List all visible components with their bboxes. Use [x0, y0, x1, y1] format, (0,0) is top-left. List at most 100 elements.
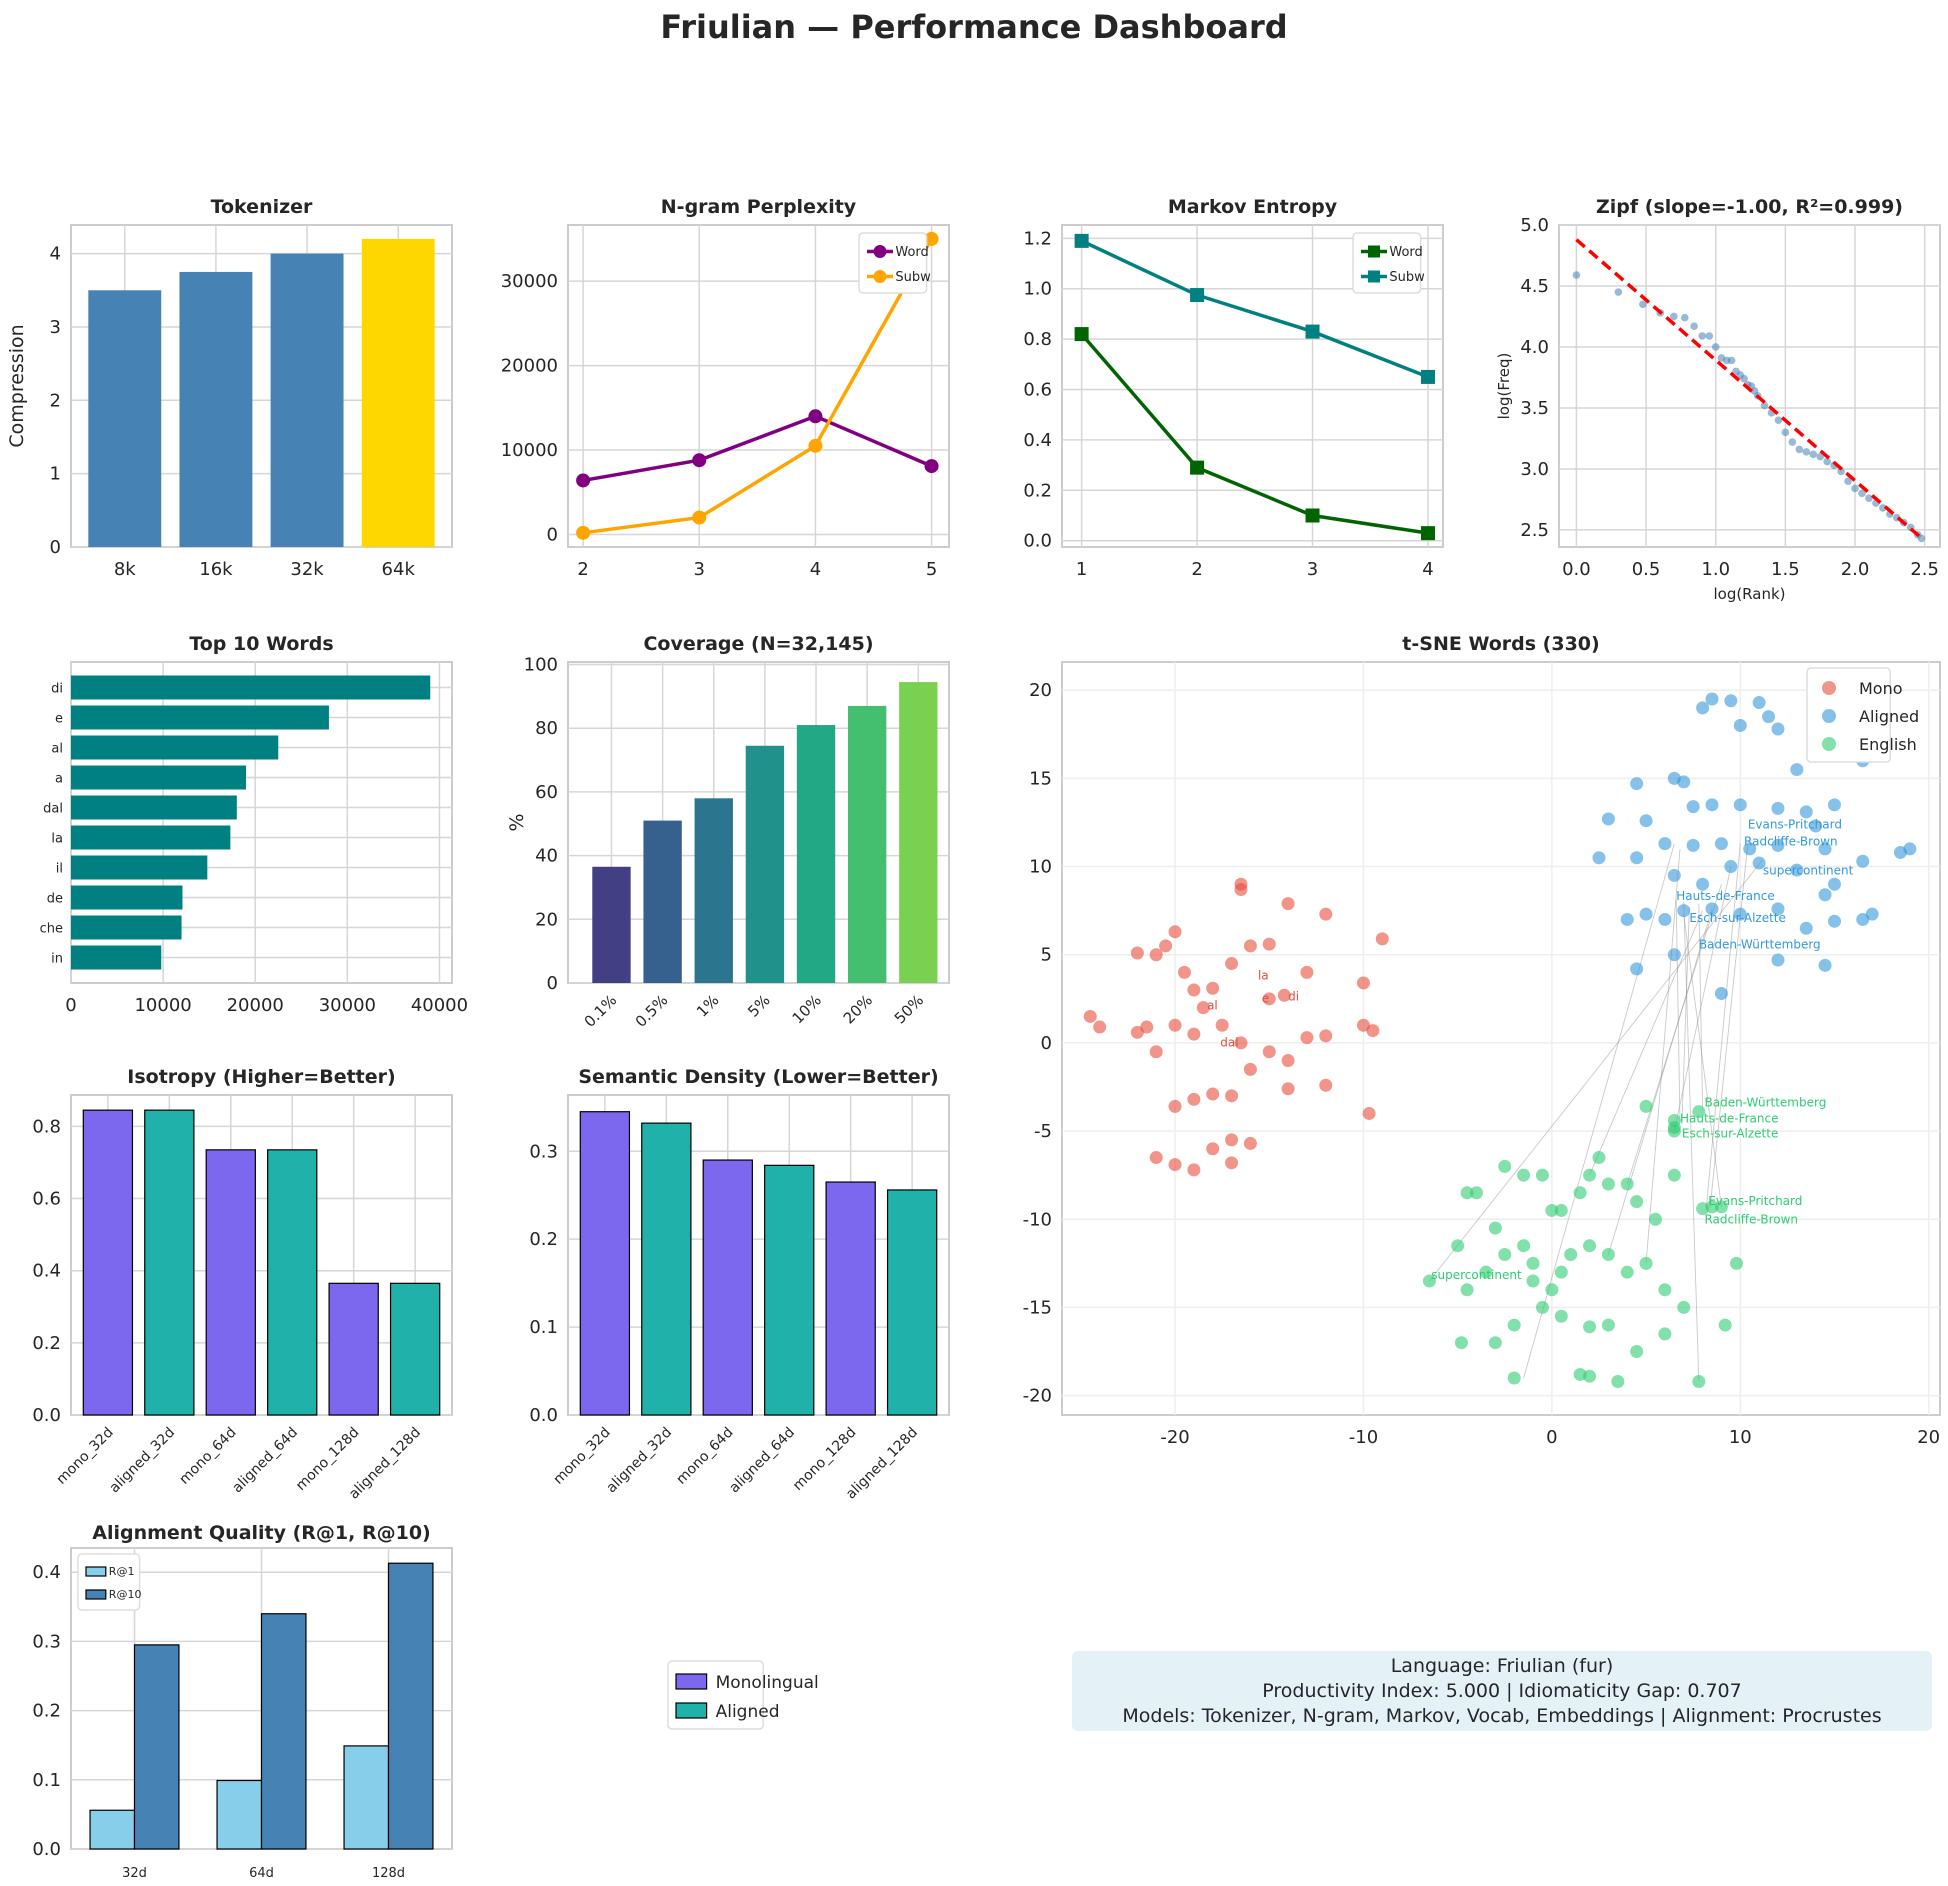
tsne-point-english	[1498, 1159, 1512, 1173]
bar-e	[71, 705, 329, 730]
y-axis-label: log(Freq)	[1495, 353, 1513, 420]
legend-box	[77, 1553, 141, 1611]
data-point	[808, 409, 823, 424]
tsne-point-mono	[1206, 1087, 1220, 1101]
info-box: Language: Friulian (fur) Productivity In…	[1072, 1651, 1932, 1731]
x-tick-label: -10	[1349, 1427, 1378, 1448]
zipf-point	[1690, 322, 1698, 331]
tsne-word-label: Evans-Pritchard	[1748, 818, 1842, 832]
x-tick-label: 8k	[114, 559, 136, 580]
zipf-point	[1917, 534, 1926, 543]
x-tick-label: aligned_64d	[726, 1425, 798, 1497]
y-tick-label: 0.0	[529, 1405, 558, 1426]
y-tick-label: 100	[524, 655, 558, 676]
chart-title: Tokenizer	[211, 196, 313, 218]
y-tick-label: 3.0	[1520, 459, 1549, 480]
y-tick-label: 0	[547, 525, 558, 546]
legend-label: English	[1859, 735, 1917, 754]
tsne-point-english	[1517, 1239, 1531, 1253]
tsne-point-mono	[1262, 1045, 1276, 1059]
x-tick-label: 30000	[319, 995, 376, 1016]
y-tick-label: 40	[535, 846, 558, 867]
x-tick-label: 10000	[134, 995, 191, 1016]
legend-swatch	[675, 1673, 708, 1690]
tsne-point-english	[1714, 1200, 1728, 1214]
tsne-point-english	[1601, 1318, 1615, 1332]
y-tick-label: e	[55, 712, 63, 727]
zipf-point	[1879, 504, 1887, 512]
tsne-point-aligned	[1752, 696, 1766, 710]
tsne-point-aligned	[1630, 962, 1644, 976]
legend-marker	[1822, 737, 1836, 751]
info-metrics: Productivity Index: 5.000 | Idiomaticity…	[1262, 1680, 1742, 1702]
zipf-point	[1795, 445, 1804, 454]
y-tick-label: 3.5	[1520, 398, 1549, 419]
series-line-Subw	[1080, 239, 1429, 379]
tsne-point-english	[1451, 1239, 1465, 1253]
tsne-point-mono	[1215, 1018, 1229, 1032]
bar-50%	[899, 682, 938, 983]
tsne-point-aligned	[1724, 860, 1738, 874]
tsne-point-mono	[1375, 932, 1389, 946]
tsne-point-english	[1535, 1300, 1549, 1314]
legend-marker	[1822, 709, 1836, 723]
tsne-word-label: Hauts-de-France	[1680, 1111, 1779, 1125]
x-tick-label: 1.5	[1771, 559, 1800, 580]
legend-label: Word	[1389, 245, 1422, 260]
info-models: Models: Tokenizer, N-gram, Markov, Vocab…	[1122, 1705, 1882, 1727]
bar-mono_128d	[328, 1282, 379, 1416]
series-line-Word	[582, 414, 933, 483]
bar-mono_32d	[82, 1109, 134, 1416]
bar-de	[71, 885, 183, 910]
zipf-fit-line	[1575, 238, 1924, 540]
tsne-point-aligned	[1818, 842, 1832, 856]
tsne-point-english	[1488, 1336, 1502, 1350]
tsne-point-aligned	[1677, 775, 1691, 789]
bar-a	[71, 765, 247, 790]
tsne-point-english	[1639, 1256, 1653, 1270]
chart-markov: 0.0 0.2 0.4 0.6 0.8 1.0 1.2 1 2 3 4 Markov Entropy W…	[1023, 196, 1444, 580]
y-tick-label: de	[47, 892, 63, 907]
x-tick-label: 5	[926, 559, 937, 580]
y-tick-label: 0.3	[529, 1141, 558, 1162]
zipf-point	[1711, 343, 1720, 351]
alignment-link	[1698, 903, 1704, 1110]
x-tick-label: 1.0	[1701, 559, 1730, 580]
alignment-link	[1673, 866, 1732, 1132]
chart-tsne: -20 -15 -10 -5 0 5 10 15 20 -20 -10 0 10 20 t-SNE Word…	[1023, 633, 1941, 1448]
tsne-point-english	[1554, 1309, 1568, 1323]
y-tick-label: 0	[50, 537, 61, 558]
tsne-point-aligned	[1818, 888, 1832, 902]
tsne-word-label: Evans-Pritchard	[1708, 1194, 1802, 1208]
tsne-point-mono	[1234, 882, 1248, 896]
bar-R@1-32d	[89, 1809, 136, 1850]
tsne-point-english	[1718, 1318, 1732, 1332]
x-tick-label: 2	[577, 559, 588, 580]
chart-isotropy: 0.0 0.2 0.4 0.6 0.8 mono_32daligned_32dmono_6…	[32, 1066, 453, 1502]
data-point	[1420, 526, 1435, 541]
x-tick-label: 16k	[199, 559, 233, 580]
tsne-point-english	[1611, 1374, 1625, 1388]
tsne-point-english	[1620, 1265, 1634, 1279]
data-point	[1190, 288, 1205, 303]
info-language: Language: Friulian (fur)	[1390, 1655, 1614, 1677]
tsne-point-mono	[1225, 1089, 1239, 1103]
y-tick-label: 0.6	[32, 1189, 61, 1210]
bar-16k	[179, 271, 253, 547]
zipf-point	[1851, 484, 1859, 493]
legend-marker	[1822, 681, 1836, 695]
bar-aligned_128d	[389, 1282, 441, 1416]
tsne-point-mono	[1300, 1031, 1314, 1045]
bar-che	[71, 915, 182, 940]
y-tick-label: 0.4	[32, 1562, 61, 1583]
tsne-point-mono	[1281, 897, 1295, 911]
y-tick-label: il	[56, 862, 63, 877]
tsne-point-aligned	[1630, 851, 1644, 865]
tsne-point-mono	[1225, 1133, 1239, 1147]
series-line-Subw	[582, 238, 934, 535]
data-point	[576, 473, 591, 488]
tsne-point-mono	[1243, 939, 1257, 953]
x-tick-label: mono_64d	[176, 1425, 239, 1488]
tsne-point-aligned	[1686, 800, 1700, 814]
x-tick-label: 128d	[372, 1866, 405, 1881]
